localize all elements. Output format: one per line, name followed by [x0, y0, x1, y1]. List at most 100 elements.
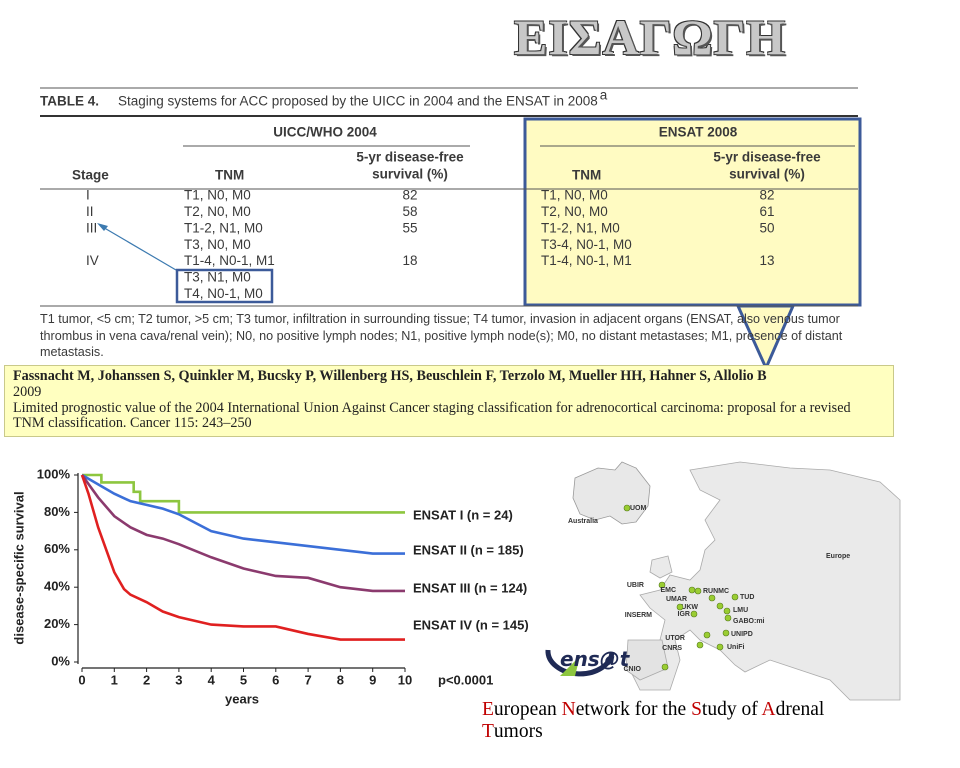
- survival-curve: [81, 473, 405, 555]
- ensat-tnm-cell: T2, N0, M0: [541, 204, 608, 219]
- survival-header: 5-yr disease-free: [713, 150, 821, 165]
- legend-label: ENSAT I (n = 24): [413, 507, 513, 522]
- legend-label: ENSAT IV (n = 145): [413, 617, 529, 632]
- center-label: TUD: [740, 594, 754, 601]
- survival-curve: [80, 474, 405, 641]
- stage-cell: III: [86, 220, 97, 235]
- survival-header: survival (%): [729, 167, 805, 182]
- ensat-tnm-cell: T1, N0, M0: [541, 188, 608, 203]
- uicc-survival-cell: 58: [402, 204, 417, 219]
- x-tick-label: 8: [337, 672, 344, 687]
- center-label: INSERM: [625, 612, 652, 619]
- center-label: UNIPD: [731, 631, 753, 638]
- group-header: ENSAT 2008: [659, 125, 738, 140]
- map: [572, 461, 901, 701]
- table-footnote: T1 tumor, <5 cm; T2 tumor, >5 cm; T3 tum…: [40, 312, 843, 359]
- table-label: TABLE 4.: [40, 94, 99, 109]
- center-dot: [723, 607, 731, 615]
- footer-rest: uropean: [493, 699, 557, 720]
- uicc-survival-cell: 18: [402, 253, 417, 268]
- uicc-survival-cell: 55: [402, 220, 417, 235]
- footer-word: Network: [562, 699, 630, 720]
- footer-initial: T: [482, 721, 494, 742]
- uicc-tnm-cell: T2, N0, M0: [184, 204, 251, 219]
- x-tick-label: 2: [143, 672, 150, 687]
- x-axis-label: years: [225, 691, 259, 706]
- arrow-head: [97, 223, 108, 231]
- highlight-box: [175, 268, 274, 304]
- survival-curve: [80, 474, 405, 593]
- map-iberia: [625, 639, 669, 681]
- center-dot: [623, 504, 631, 512]
- footer-text: European Network for the Study of Adrena…: [482, 699, 882, 743]
- uicc-tnm-cell: T4, N0-1, M0: [184, 286, 263, 301]
- x-tick-label: 5: [240, 672, 247, 687]
- citation: Fassnacht M, Johanssen S, Quinkler M, Bu…: [4, 365, 894, 437]
- uicc-tnm-cell: T3, N1, M0: [184, 270, 251, 285]
- tnm-header: TNM: [572, 168, 601, 183]
- center-dot: [661, 663, 669, 671]
- x-tick-label: 7: [304, 672, 311, 687]
- footer-word: of: [741, 699, 758, 720]
- center-dot: [688, 586, 696, 594]
- footer-rest: etwork: [575, 699, 630, 720]
- x-tick-label: 0: [78, 672, 85, 687]
- center-dot: [708, 594, 716, 602]
- ensat-survival-cell: 82: [759, 188, 774, 203]
- survival-header: 5-yr disease-free: [356, 150, 464, 165]
- stage-header: Stage: [72, 168, 109, 183]
- footer-word: the: [662, 699, 687, 720]
- map-uk: [649, 555, 673, 579]
- center-label: UTOR: [665, 635, 685, 642]
- center-dot: [722, 629, 730, 637]
- center-dot: [716, 643, 724, 651]
- center-label: RUNMC: [703, 588, 729, 595]
- uicc-tnm-cell: T3, N0, M0: [184, 237, 251, 252]
- y-tick-label: 0%: [51, 653, 70, 668]
- survival-curve: [82, 473, 405, 514]
- x-tick-label: 3: [175, 672, 182, 687]
- center-dot: [716, 602, 724, 610]
- ensat-tnm-cell: T1-2, N1, M0: [541, 220, 620, 235]
- x-tick-label: 6: [272, 672, 279, 687]
- footer-word: European: [482, 699, 557, 720]
- center-label: UKW: [681, 604, 698, 611]
- logo-ring: [545, 649, 615, 677]
- logo-leaf: [560, 656, 580, 676]
- ensat-tnm-cell: T3-4, N0-1, M0: [541, 237, 632, 252]
- center-label: EMC: [660, 587, 676, 594]
- center-dot: [696, 641, 704, 649]
- center-label: CNIO: [624, 666, 642, 673]
- x-tick-label: 9: [369, 672, 376, 687]
- center-label: UBIR: [627, 582, 644, 589]
- center-label: LMU: [733, 607, 748, 614]
- ensat-survival-cell: 13: [759, 253, 774, 268]
- uicc-tnm-cell: T1-2, N1, M0: [184, 220, 263, 235]
- center-dot: [694, 587, 702, 595]
- logo-text: ens@t: [560, 647, 631, 671]
- x-tick-label: 10: [398, 672, 412, 687]
- map-australia: [572, 461, 651, 525]
- y-tick-label: 20%: [44, 616, 70, 631]
- footer-word: Tumors: [482, 721, 543, 742]
- ensat-highlight-box: [523, 117, 862, 307]
- footer-rest: umors: [493, 721, 543, 742]
- uicc-survival-cell: 82: [402, 188, 417, 203]
- center-dot: [703, 631, 711, 639]
- footer-word: Adrenal: [762, 699, 825, 720]
- footer-rest: drenal: [775, 699, 825, 720]
- y-tick-label: 100%: [37, 466, 71, 481]
- map-region-label: Europe: [826, 553, 850, 560]
- citation-reference: Limited prognostic value of the 2004 Int…: [13, 399, 851, 432]
- stage-cell: II: [86, 204, 94, 219]
- y-tick-label: 60%: [44, 541, 70, 556]
- center-label: CNRS: [662, 645, 682, 652]
- footer-rest: tudy: [701, 699, 737, 720]
- table-caption: Staging systems for ACC proposed by the …: [118, 94, 598, 109]
- footer-initial: N: [561, 699, 576, 720]
- map-europe: [629, 461, 901, 701]
- footer-initial: A: [761, 699, 776, 720]
- stage-cell: IV: [86, 253, 99, 268]
